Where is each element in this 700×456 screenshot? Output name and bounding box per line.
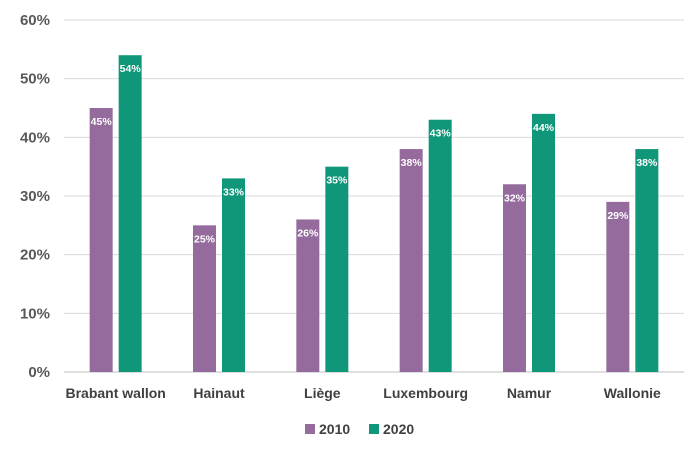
bars: 45% 54% 25% 33% 26% 35% 38% 43% 32% 44% 29% 38% [89,55,659,372]
x-tick-label: Luxembourg [383,385,468,401]
x-tick-label: Liège [304,385,341,401]
x-tick-label: Wallonie [604,385,661,401]
gridlines [64,19,684,373]
bar-2010 [193,225,216,372]
data-label: 44% [533,122,555,134]
bar-2020 [118,55,142,372]
y-tick-label: 40% [20,129,50,146]
y-tick-label: 10% [20,305,50,322]
bar-2010 [296,219,320,372]
y-tick-label: 60% [20,12,50,29]
x-tick-label: Namur [507,385,552,401]
bar-2010 [606,201,630,372]
legend-label: 2010 [319,421,350,437]
bar-2020 [532,113,555,372]
data-label: 26% [297,227,319,239]
data-label: 45% [91,116,113,128]
bar-2020 [635,149,659,372]
data-label: 33% [223,186,245,198]
data-label: 38% [401,157,423,169]
x-axis: Brabant wallon Hainaut Liège Luxembourg Namu… [65,385,661,401]
data-label: 43% [430,128,452,140]
data-label: 35% [326,175,348,187]
x-tick-label: Brabant wallon [65,385,165,401]
data-label: 25% [194,233,216,245]
y-tick-label: 20% [20,247,50,264]
bar-2010 [89,108,113,372]
y-tick-label: 30% [20,188,50,205]
legend-swatch-2010 [305,424,315,434]
y-tick-label: 0% [28,364,50,381]
y-axis: 0% 10% 20% 30% 40% 50% 60% [20,12,50,381]
legend-label: 2020 [383,421,414,437]
y-tick-label: 50% [20,71,50,88]
bar-2020 [222,178,245,372]
bar-2020 [325,166,349,372]
bar-2010 [399,149,423,372]
x-tick-label: Hainaut [193,385,245,401]
data-label: 29% [607,210,629,222]
legend: 2010 2020 [305,421,414,437]
bar-2010 [503,184,526,372]
legend-swatch-2020 [369,424,379,434]
data-label: 54% [120,63,142,75]
data-label: 32% [504,192,526,204]
data-label: 38% [636,157,658,169]
bar-2020 [428,119,452,372]
